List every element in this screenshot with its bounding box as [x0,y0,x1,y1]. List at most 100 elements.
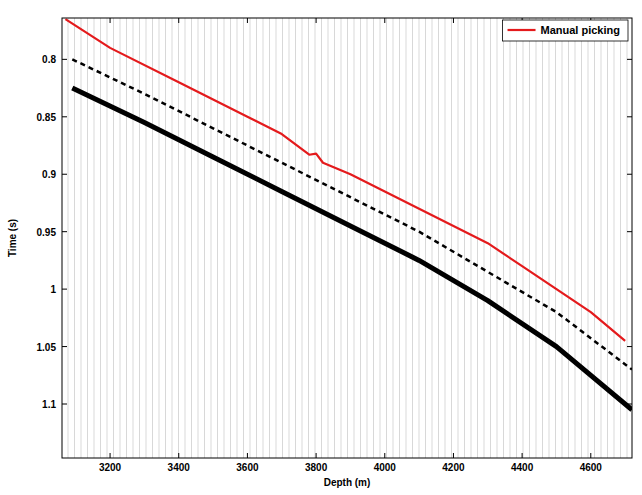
legend: Manual picking [503,20,628,41]
trace [321,18,322,458]
trace [68,18,69,458]
x-tick [316,18,317,23]
y-tick [627,404,632,405]
y-tick [627,174,632,175]
y-tick-label: 0.9 [42,169,56,180]
legend-label: Manual picking [541,24,620,36]
trace [204,18,205,458]
trace [412,18,413,458]
trace [107,18,108,458]
trace [302,18,303,458]
trace [523,18,524,458]
trace [555,18,556,458]
trace [549,18,550,458]
y-tick-label: 0.8 [42,54,56,65]
x-axis-title: Depth (m) [324,477,371,488]
trace [334,18,335,458]
trace [81,18,82,458]
x-tick [316,453,317,458]
trace [126,18,127,458]
plot-frame [62,18,632,458]
trace [282,18,283,458]
x-tick [178,18,179,23]
trace [432,18,433,458]
trace [276,18,277,458]
y-tick [627,346,632,347]
trace [399,18,400,458]
trace [464,18,465,458]
trace [529,18,530,458]
trace [620,18,621,458]
seismic-event [72,88,632,410]
y-tick-label: 1 [50,284,56,295]
trace-baselines [68,18,627,458]
chart: 320034003600380040004200440046000.80.850… [0,0,642,495]
x-tick [384,18,385,23]
y-tick [627,116,632,117]
trace [243,18,244,458]
trace [100,18,101,458]
y-tick-label: 1.05 [37,342,57,353]
x-tick [453,18,454,23]
trace [588,18,589,458]
trace [178,18,179,458]
x-tick [590,453,591,458]
x-tick [384,453,385,458]
x-tick-label: 4200 [442,462,465,473]
trace [438,18,439,458]
plot-area [65,18,632,458]
trace [139,18,140,458]
trace [256,18,257,458]
seismic-event [72,59,632,369]
trace [269,18,270,458]
legend-box [503,20,628,41]
legend-swatch [508,29,536,31]
trace [165,18,166,458]
trace [367,18,368,458]
trace [575,18,576,458]
plot-background [62,18,632,458]
x-tick [522,453,523,458]
trace [289,18,290,458]
trace [94,18,95,458]
trace [627,18,628,458]
x-tick-label: 4000 [374,462,397,473]
y-tick [627,289,632,290]
trace [146,18,147,458]
trace [133,18,134,458]
trace [315,18,316,458]
trace [419,18,420,458]
trace [594,18,595,458]
x-tick [178,453,179,458]
x-tick-label: 3600 [236,462,259,473]
trace [484,18,485,458]
trace [425,18,426,458]
trace [263,18,264,458]
trace [217,18,218,458]
trace [211,18,212,458]
y-tick [62,116,67,117]
trace [393,18,394,458]
trace [562,18,563,458]
trace [185,18,186,458]
trace [542,18,543,458]
x-tick-label: 3400 [168,462,191,473]
trace [458,18,459,458]
trace [87,18,88,458]
trace [198,18,199,458]
trace [445,18,446,458]
trace [510,18,511,458]
x-tick [110,453,111,458]
trace [295,18,296,458]
y-tick-label: 1.1 [42,399,56,410]
x-tick [247,453,248,458]
x-tick-label: 4600 [580,462,603,473]
x-tick-label: 4400 [511,462,534,473]
trace [74,18,75,458]
trace [250,18,251,458]
trace [516,18,517,458]
trace [581,18,582,458]
trace [113,18,114,458]
trace [386,18,387,458]
trace [451,18,452,458]
